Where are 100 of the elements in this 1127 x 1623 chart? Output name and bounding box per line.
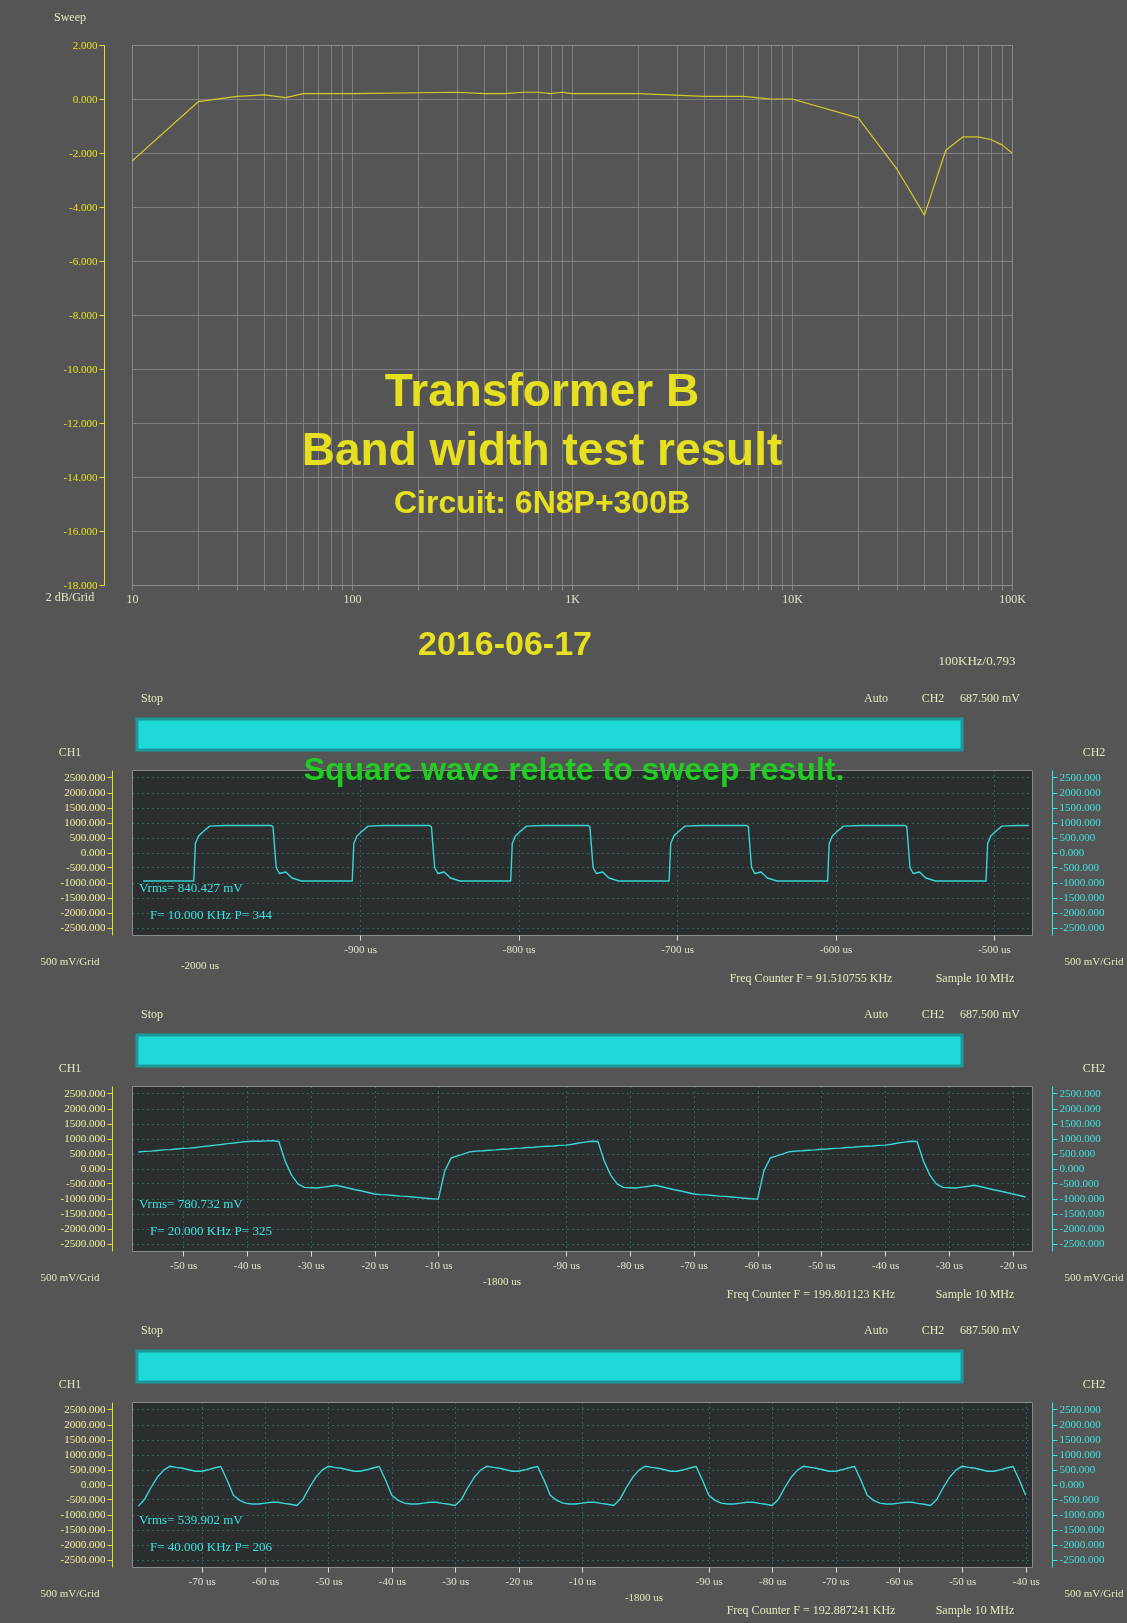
text: Freq Counter F = 199.801123 KHz — [726, 1287, 896, 1301]
y-tick-label: -2000.000 — [60, 1538, 106, 1550]
y-axis-title: CH1 — [58, 1061, 82, 1075]
text: Auto — [864, 1323, 888, 1337]
y-tick-label: -18.000 — [63, 578, 98, 591]
x-tick-label: 10K — [782, 591, 804, 606]
y2-tick-label: 0.000 — [1059, 1478, 1085, 1490]
y-tick-label: -16.000 — [63, 524, 98, 537]
text: Transformer B — [384, 364, 700, 416]
line-series — [137, 1465, 1027, 1507]
y-tick-label: -2500.000 — [60, 1553, 106, 1565]
y2-tick-label: -1000.000 — [1059, 876, 1105, 888]
text: Band width test result — [301, 423, 783, 475]
x-tick-label: -40 us — [378, 1574, 406, 1587]
y-tick-label: 500.000 — [69, 1147, 106, 1159]
y-tick-label: 2000.000 — [64, 786, 106, 798]
annotation: F= 10.000 KHz P= 344 — [150, 907, 273, 922]
y-tick-label: 2500.000 — [64, 1087, 106, 1099]
text: Sweep — [54, 10, 86, 24]
y2-tick-label: -2000.000 — [1059, 906, 1105, 918]
y2-tick-label: -1500.000 — [1059, 891, 1105, 903]
y2-tick-label: 2500.000 — [1059, 1087, 1102, 1099]
text: CH2 — [921, 691, 945, 705]
y-tick-label: -2500.000 — [60, 921, 106, 933]
x-tick-label: -80 us — [616, 1258, 644, 1271]
y2-tick-label: 0.000 — [1059, 1162, 1085, 1174]
y-axis-title: CH1 — [58, 745, 82, 759]
x-tick-label: 100 — [343, 591, 362, 606]
y-tick-label: 1500.000 — [64, 801, 106, 813]
y-tick-label: 1000.000 — [64, 1132, 106, 1144]
y2-tick-label: -2000.000 — [1059, 1222, 1105, 1234]
y2-tick-label: 1000.000 — [1059, 1132, 1102, 1144]
y-tick-label: -6.000 — [69, 254, 98, 267]
y2-axis-title: CH2 — [1082, 1377, 1106, 1391]
y-tick-label: 2500.000 — [64, 771, 106, 783]
x-tick-label: -60 us — [252, 1574, 280, 1587]
text: 500 mV/Grid — [1064, 1271, 1124, 1283]
y-tick-label: -4.000 — [69, 200, 98, 213]
text: Sample 10 MHz — [935, 1287, 1015, 1301]
x-tick-label: -60 us — [744, 1258, 772, 1271]
x-tick-label: -20 us — [999, 1258, 1027, 1271]
y2-axis-title: CH2 — [1082, 745, 1106, 759]
text: 687.500 mV — [960, 1007, 1021, 1021]
y2-tick-label: 2000.000 — [1059, 1102, 1102, 1114]
annotation: Circuit: 6N8P+300B — [393, 484, 691, 520]
y-tick-label: -1500.000 — [60, 891, 106, 903]
line-series — [142, 824, 1030, 882]
y2-tick-label: 2500.000 — [1059, 771, 1102, 783]
y-tick-label: 0.000 — [80, 1162, 106, 1174]
annotation: Vrms= 539.902 mV — [139, 1512, 244, 1527]
x-tick-label: -50 us — [169, 1258, 198, 1271]
x-tick-label: -40 us — [872, 1258, 900, 1271]
y2-tick-label: 2000.000 — [1059, 786, 1102, 798]
x-tick-label: -600 us — [819, 942, 853, 955]
y-tick-label: 1000.000 — [64, 816, 106, 828]
y2-tick-label: 1500.000 — [1059, 801, 1102, 813]
y-tick-label: 2000.000 — [64, 1102, 106, 1114]
y2-tick-label: -1500.000 — [1059, 1207, 1105, 1219]
y-axis-title: CH1 — [58, 1377, 82, 1391]
y2-tick-label: 2500.000 — [1059, 1403, 1102, 1415]
y2-tick-label: -500.000 — [1059, 861, 1100, 873]
x-tick-label: -40 us — [1012, 1574, 1040, 1587]
y-tick-label: -12.000 — [63, 416, 98, 429]
text: 500 mV/Grid — [1064, 955, 1124, 967]
y2-tick-label: 500.000 — [1059, 831, 1096, 843]
text: Freq Counter F = 192.887241 KHz — [726, 1603, 896, 1617]
text: 687.500 mV — [960, 1323, 1021, 1337]
y-tick-label: 2.000 — [72, 38, 98, 51]
text: 2016-06-17 — [418, 624, 592, 662]
y2-tick-label: -2500.000 — [1059, 921, 1105, 933]
y-tick-label: 500.000 — [69, 1463, 106, 1475]
y2-tick-label: 2000.000 — [1059, 1418, 1102, 1430]
y-tick-label: 2500.000 — [64, 1403, 106, 1415]
x-tick-label: -80 us — [759, 1574, 787, 1587]
x-tick-label: -90 us — [695, 1574, 723, 1587]
x-tick-label: -500 us — [978, 942, 1011, 955]
y-tick-label: -500.000 — [66, 861, 106, 873]
text: -1800 us — [624, 1591, 664, 1603]
text: -2000 us — [180, 959, 220, 971]
text: Stop — [140, 1323, 164, 1337]
y-tick-label: -10.000 — [63, 362, 98, 375]
y-tick-label: -1000.000 — [60, 1508, 106, 1520]
y-tick-label: 2000.000 — [64, 1418, 106, 1430]
x-tick-label: -40 us — [233, 1258, 261, 1271]
text: 500 mV/Grid — [40, 1271, 100, 1283]
annotation: Square wave relate to sweep result. — [303, 751, 845, 787]
x-tick-label: -70 us — [822, 1574, 850, 1587]
y-tick-label: -2.000 — [69, 146, 98, 159]
y-tick-label: 0.000 — [80, 1478, 106, 1490]
y2-tick-label: 1500.000 — [1059, 1433, 1102, 1445]
x-tick-label: -30 us — [297, 1258, 325, 1271]
y-tick-label: -2000.000 — [60, 906, 106, 918]
y-tick-label: 1500.000 — [64, 1117, 106, 1129]
y2-tick-label: -500.000 — [1059, 1177, 1100, 1189]
text: CH2 — [921, 1007, 945, 1021]
x-tick-label: -10 us — [425, 1258, 453, 1271]
x-tick-label: -800 us — [502, 942, 536, 955]
x-tick-label: -70 us — [188, 1574, 216, 1587]
x-tick-label: -30 us — [935, 1258, 964, 1271]
y2-tick-label: 1000.000 — [1059, 816, 1102, 828]
